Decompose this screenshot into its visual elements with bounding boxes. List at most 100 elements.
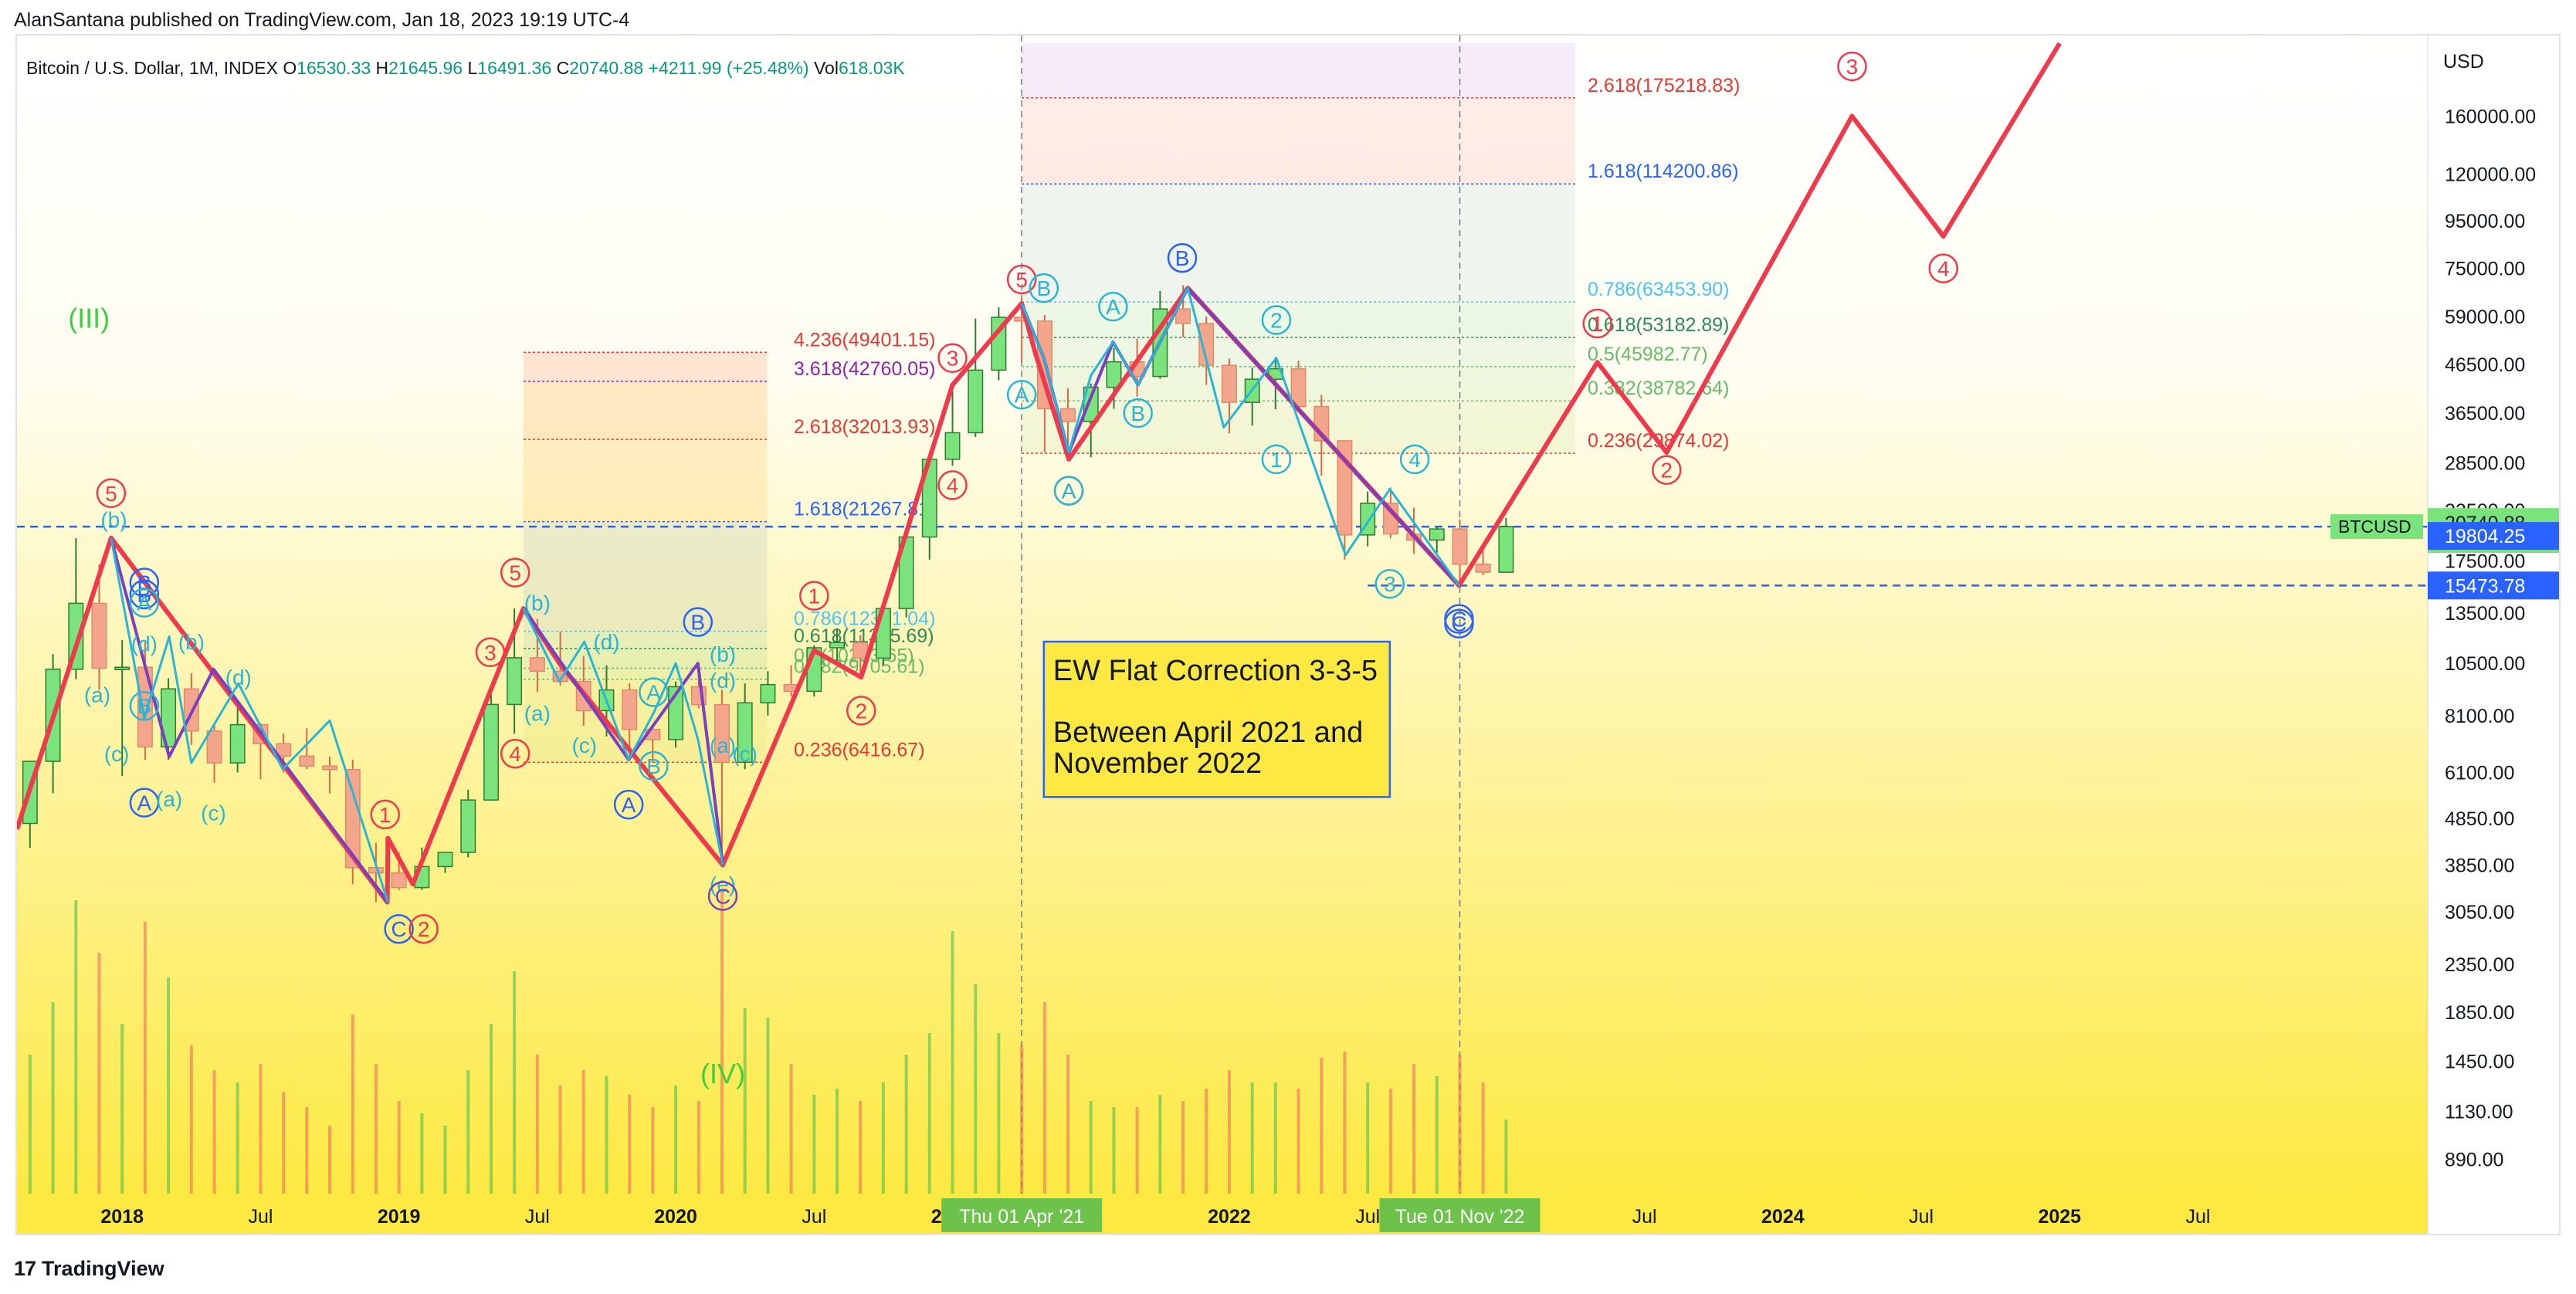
volume-bar — [1112, 1107, 1116, 1194]
chart-frame[interactable]: 4.236(49401.15) 3.618(42760.05) 2.618(3201… — [15, 34, 2561, 1235]
candle — [1290, 361, 1307, 408]
wave-label-circle — [129, 588, 160, 618]
wave-label: A — [129, 788, 160, 818]
publisher-line: AlanSantana published on TradingView.com… — [14, 9, 630, 31]
volume-bar — [513, 971, 517, 1194]
wave-label: C — [384, 913, 414, 944]
wave-label-text: A — [622, 793, 636, 817]
wave-label: (III) — [68, 302, 110, 334]
volume-bar — [1158, 1095, 1162, 1194]
wave-label: B — [1123, 398, 1153, 429]
volume-bar — [374, 1064, 378, 1194]
wave-label-circle — [1123, 398, 1153, 429]
wave-label-circle — [1837, 51, 1867, 82]
wave-label: (a) — [156, 788, 182, 811]
elliott-wave-line-purple — [109, 537, 389, 903]
candle-body — [437, 852, 453, 868]
price-badge-blue — [2428, 522, 2559, 550]
fib-zone-band — [1022, 302, 1576, 338]
price-axis-tick: 160000.00 — [2445, 106, 2536, 127]
wave-label: 5 — [1006, 264, 1037, 295]
price-axis-tick: 3050.00 — [2445, 902, 2514, 923]
price-axis-tick: 1850.00 — [2445, 1002, 2514, 1024]
wave-label: 1 — [1261, 444, 1292, 475]
volume-bar — [120, 1024, 124, 1194]
fib-level-label: 4.236(49401.15) — [794, 329, 935, 351]
symbol-tag — [2330, 514, 2423, 540]
wave-label-text: (a) — [84, 683, 110, 706]
wave-label-circle — [707, 881, 738, 911]
wave-label-circle — [613, 789, 644, 820]
price-axis-tick: 46500.00 — [2445, 354, 2525, 376]
wave-label-text: C — [715, 884, 730, 908]
volume-bar — [51, 1002, 55, 1194]
fib-zone-band — [523, 352, 768, 381]
wave-label-circle — [1261, 444, 1292, 475]
time-axis-background — [17, 1194, 2428, 1234]
wave-label-text: (c) — [571, 733, 597, 757]
wave-label-circle — [683, 607, 713, 637]
price-axis-title: USD — [2443, 51, 2484, 73]
price-axis-tick: 6100.00 — [2445, 763, 2514, 784]
wave-label-circle — [1006, 379, 1037, 410]
wave-label-circle — [846, 696, 876, 726]
wave-label-text: A — [646, 680, 661, 704]
wave-label-text: (d) — [593, 630, 619, 654]
candle — [1429, 526, 1445, 554]
wave-label-circle — [1098, 291, 1128, 322]
volume-bar — [189, 1045, 193, 1194]
candle-body — [529, 657, 545, 672]
volume-bar — [1273, 1082, 1277, 1194]
wave-label-circle — [1029, 273, 1059, 303]
wave-label: A — [613, 789, 644, 820]
volume-bar — [1320, 1058, 1324, 1194]
annotation-box — [1042, 640, 1391, 798]
time-axis-tick: 2025 — [2038, 1206, 2081, 1228]
wave-label-text: A — [1062, 479, 1076, 503]
plot-background — [17, 36, 2428, 1194]
wave-label-text: (d) — [710, 669, 736, 693]
volume-bar — [1412, 1064, 1416, 1194]
price-axis-tick: 8100.00 — [2445, 706, 2514, 727]
candle — [91, 564, 107, 690]
btc-monthly-chart[interactable]: 4.236(49401.15) 3.618(42760.05) 2.618(3201… — [17, 36, 2559, 1234]
wave-label: (d) — [593, 630, 619, 654]
wave-label-circle — [1444, 608, 1474, 639]
fib-level-label: 1.618(114200.86) — [1588, 161, 1739, 182]
candle-body — [299, 755, 315, 767]
candle — [737, 683, 753, 770]
time-axis-tick: Jul — [802, 1206, 826, 1228]
wave-label-text: A — [137, 791, 152, 815]
candle — [1060, 388, 1076, 446]
footer-branding: 17 TradingView — [14, 1257, 164, 1281]
wave-label-circle — [1053, 476, 1084, 506]
annotation-line3: November 2022 — [1053, 747, 1262, 780]
time-marker-label: Thu 01 Apr '21 — [959, 1206, 1084, 1228]
price-axis-tick: 17500.00 — [2445, 550, 2525, 572]
candle-body — [507, 657, 523, 706]
wave-label-text: A — [1015, 383, 1029, 407]
wave-label-text: B — [1036, 276, 1051, 300]
candle-body — [829, 642, 846, 649]
candle-body — [460, 799, 476, 853]
candle — [713, 689, 730, 865]
volume-bar — [927, 1033, 931, 1194]
elliott-wave-line-purple — [522, 607, 724, 865]
candle-body — [91, 602, 107, 669]
wave-label-text: 4 — [947, 473, 959, 497]
volume-bar — [558, 1086, 562, 1194]
wave-label-circle — [1582, 308, 1612, 339]
wave-label-circle — [408, 913, 439, 944]
wave-label-circle — [370, 799, 400, 830]
candle-body — [114, 666, 130, 670]
wave-label: 3 — [1837, 51, 1867, 82]
wave-label-text: B — [1175, 246, 1190, 270]
candle-body — [344, 769, 361, 869]
wave-label: A — [129, 588, 160, 618]
volume-bar — [167, 977, 171, 1194]
wave-label: 3 — [937, 343, 968, 373]
wave-label-text: (a) — [710, 733, 736, 757]
time-marker-badge — [941, 1198, 1103, 1232]
wave-label: 1 — [370, 799, 400, 830]
candle — [1498, 517, 1514, 573]
